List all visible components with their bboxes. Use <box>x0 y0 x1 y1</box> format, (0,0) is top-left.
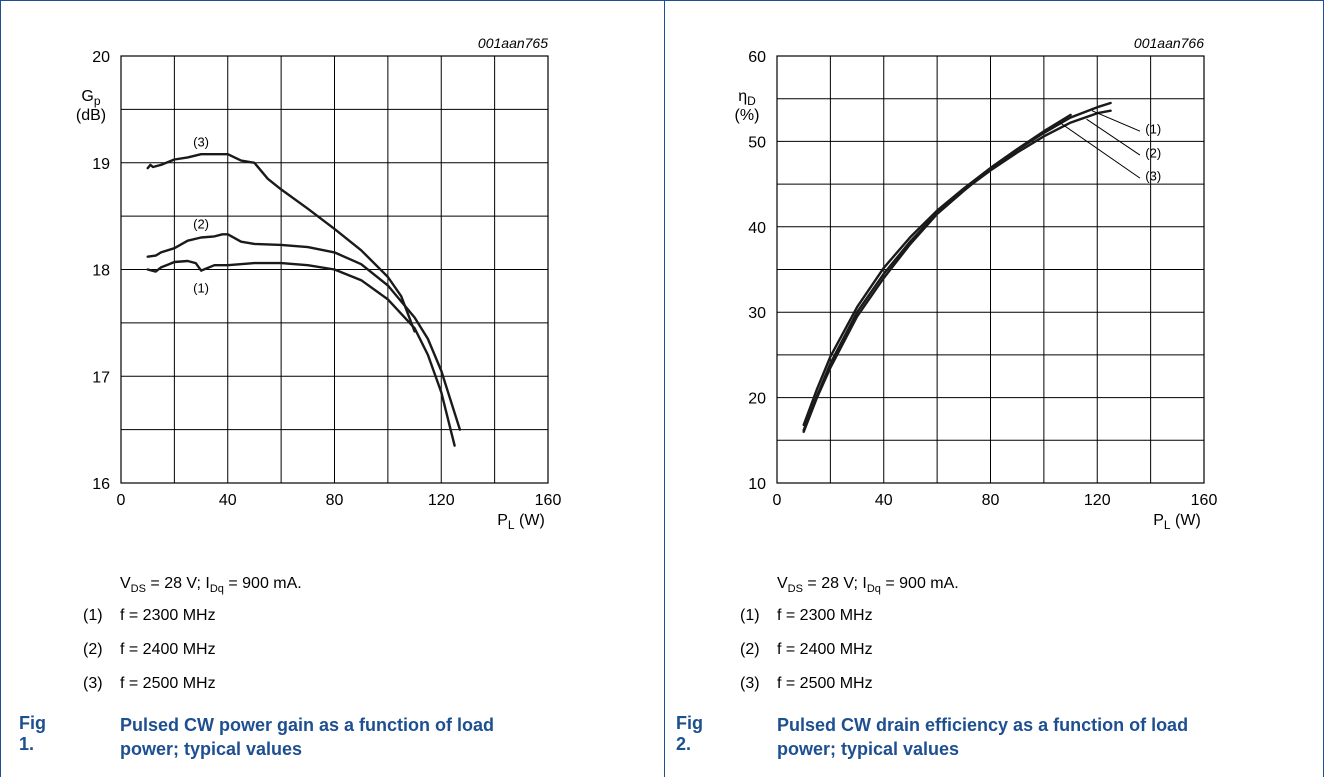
legend-item-3: (3) f = 2500 MHz <box>83 675 216 692</box>
y-tick-label: 50 <box>748 134 766 151</box>
series-line-1 <box>802 101 1112 433</box>
y-tick-label: 19 <box>92 156 110 173</box>
curve-annotation-label: (3) <box>1145 169 1161 184</box>
figure-title: Pulsed CW drain efficiency as a function… <box>777 715 1189 759</box>
x-tick-label: 160 <box>1191 492 1218 509</box>
series-line-2 <box>802 109 1112 432</box>
conditions-note: VDS = 28 V; IDq = 900 mA. <box>777 575 959 595</box>
curve-annotation-label: (1) <box>1145 122 1161 137</box>
figure-number: Fig 2. <box>676 713 703 754</box>
x-tick-label: 80 <box>326 492 344 509</box>
y-tick-label: 18 <box>92 263 110 280</box>
curve-annotation-label: (3) <box>193 134 209 149</box>
figure-title: Pulsed CW power gain as a function of lo… <box>120 715 495 759</box>
legend-item-3: (3) f = 2500 MHz <box>740 675 873 692</box>
x-tick-label: 120 <box>428 492 455 509</box>
efficiency-chart: 0 40 80 120 160 10 20 30 40 50 60 001aan766 ηD(%) PL … <box>735 35 1218 532</box>
gain-chart: 0 40 80 120 160 16 17 18 19 20 001aan765 Gp(dB) PL (… <box>76 35 562 532</box>
annotation-leader-2 <box>1086 118 1141 156</box>
x-tick-label: 160 <box>535 492 562 509</box>
curve-annotation-label: (2) <box>193 217 209 232</box>
annotation-leader-1 <box>1091 110 1141 132</box>
x-tick-label: 120 <box>1084 492 1111 509</box>
plot-frame <box>120 55 549 484</box>
figure-panel-2: 0 40 80 120 160 10 20 30 40 50 60 001aan766 ηD (%) PL … <box>664 0 1324 777</box>
legend-item-2: (2) f = 2400 MHz <box>740 641 873 658</box>
x-tick-label: 40 <box>219 492 237 509</box>
x-tick-label: 0 <box>117 492 126 509</box>
figure-id-label: 001aan765 <box>478 35 548 51</box>
x-axis-label: PL (W) <box>1153 512 1201 532</box>
x-tick-label: 80 <box>982 492 1000 509</box>
y-axis-label: Gp <box>81 88 100 108</box>
curve-annotation-label: (1) <box>193 281 209 296</box>
annotation-leader-3 <box>1059 122 1141 179</box>
legend-item-1: (1) f = 2300 MHz <box>740 607 873 624</box>
figure-number: Fig 1. <box>19 713 46 754</box>
plot-frame <box>776 55 1205 484</box>
frame-top-border <box>0 0 1324 1</box>
legend-item-2: (2) f = 2400 MHz <box>83 641 216 658</box>
series-line-2 <box>146 233 462 431</box>
y-tick-label: 16 <box>92 476 110 493</box>
frame-divider <box>664 0 665 777</box>
x-axis-label: PL (W) <box>497 512 545 532</box>
x-tick-label: 0 <box>773 492 782 509</box>
y-axis-label: ηD <box>738 88 756 108</box>
legend-item-1: (1) f = 2300 MHz <box>83 607 216 624</box>
figure-id-label: 001aan766 <box>1134 35 1204 51</box>
x-tick-label: 40 <box>875 492 893 509</box>
series-line-3 <box>146 153 416 333</box>
y-tick-label: 40 <box>748 220 766 237</box>
y-axis-unit: (%) <box>735 107 760 124</box>
frame-left-border <box>0 0 1 777</box>
y-axis-unit: (dB) <box>76 107 106 124</box>
curve-annotation-label: (2) <box>1145 146 1161 161</box>
y-tick-label: 17 <box>92 369 110 386</box>
y-tick-label: 20 <box>92 49 110 66</box>
y-tick-label: 60 <box>748 49 766 66</box>
conditions-note: VDS = 28 V; IDq = 900 mA. <box>120 575 302 595</box>
y-tick-label: 10 <box>748 476 766 493</box>
series-line-3 <box>802 113 1072 427</box>
y-tick-label: 30 <box>748 305 766 322</box>
figure-panel-1: 0 40 80 120 160 16 17 18 19 20 001aan765 Gp (dB) PL (… <box>19 35 562 759</box>
series-line-1 <box>146 259 456 447</box>
y-tick-label: 20 <box>748 391 766 408</box>
